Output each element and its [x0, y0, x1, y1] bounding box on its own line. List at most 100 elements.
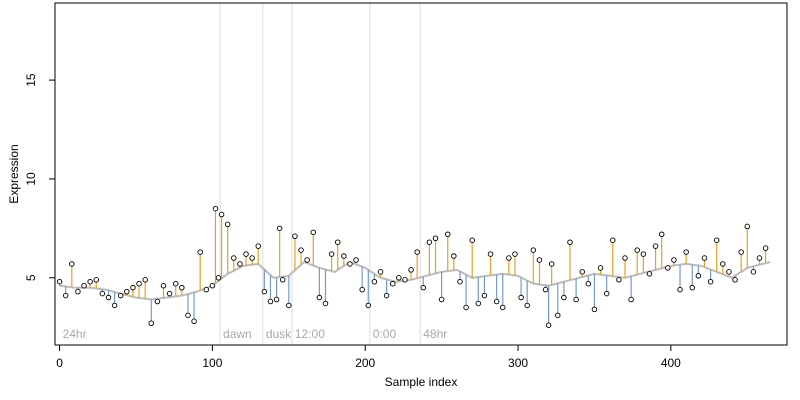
data-point: [154, 298, 161, 305]
data-point: [87, 278, 93, 285]
data-point: [689, 284, 696, 291]
data-point: [579, 269, 585, 275]
residual-stems: [58, 208, 767, 326]
data-point: [469, 237, 475, 243]
data-point: [530, 247, 537, 253]
phase-lines: [219, 3, 421, 345]
data-point: [726, 269, 732, 275]
data-point: [432, 235, 439, 241]
phase-label: dusk: [266, 327, 292, 341]
data-point: [261, 288, 268, 295]
data-point: [136, 280, 142, 287]
data-point: [475, 300, 482, 307]
data-point: [237, 261, 243, 267]
data-point: [616, 277, 622, 283]
data-point: [166, 290, 173, 297]
data-point: [255, 243, 261, 249]
data-point: [249, 255, 255, 261]
data-point: [573, 296, 579, 303]
data-point: [756, 255, 763, 261]
data-point: [365, 302, 372, 309]
data-point: [634, 247, 640, 253]
data-point: [292, 233, 298, 240]
data-point: [371, 278, 378, 285]
data-point: [652, 243, 659, 249]
data-point: [197, 249, 203, 255]
data-point: [111, 302, 118, 309]
data-point: [555, 312, 561, 319]
data-point: [677, 286, 683, 293]
x-tick-label: 200: [355, 356, 375, 370]
data-point: [185, 312, 191, 319]
data-point: [545, 322, 552, 328]
data-point: [298, 247, 304, 253]
data-point: [438, 296, 445, 303]
data-point: [322, 300, 329, 307]
data-point: [160, 282, 167, 289]
data-point: [701, 255, 708, 261]
data-point: [402, 277, 408, 283]
phase-label: 24hr: [63, 327, 87, 341]
data-point: [81, 282, 87, 289]
data-point: [665, 265, 671, 271]
data-point: [117, 292, 124, 299]
plot-frame: [54, 2, 788, 346]
data-point: [658, 231, 665, 238]
data-point: [142, 277, 148, 283]
y-axis: 5 10 15: [24, 73, 56, 281]
data-point: [273, 296, 280, 303]
data-point: [396, 275, 402, 281]
data-point: [500, 304, 506, 311]
data-point: [359, 286, 365, 293]
data-point: [215, 275, 222, 281]
data-point: [646, 271, 653, 277]
data-point: [493, 298, 500, 305]
data-point: [191, 318, 197, 325]
data-point: [591, 306, 598, 313]
data-point: [224, 221, 231, 228]
data-point: [695, 273, 702, 279]
data-point: [75, 288, 81, 295]
data-point: [310, 229, 317, 236]
data-point: [279, 277, 286, 283]
data-point: [762, 245, 769, 251]
y-tick-label: 10: [24, 172, 38, 186]
data-point: [267, 298, 274, 305]
data-point: [713, 237, 720, 243]
data-point: [603, 290, 610, 297]
data-point: [561, 294, 567, 301]
data-point: [622, 255, 628, 261]
data-point: [732, 277, 738, 283]
data-point: [707, 278, 714, 285]
phase-label: 48hr: [423, 327, 447, 341]
data-point: [640, 251, 647, 257]
data-point: [286, 302, 292, 309]
data-point: [243, 251, 249, 257]
phase-label: 0:00: [373, 327, 397, 341]
data-point: [426, 239, 433, 245]
x-tick-label: 300: [508, 356, 528, 370]
data-point: [304, 257, 310, 263]
data-point: [56, 278, 63, 285]
data-point: [203, 286, 210, 293]
x-axis: 0 100 200 300 400: [56, 344, 681, 370]
data-points: [56, 205, 769, 328]
data-point: [597, 265, 604, 271]
data-point: [328, 251, 335, 257]
data-point: [610, 237, 616, 243]
data-point: [276, 225, 283, 232]
data-point: [671, 257, 677, 263]
x-tick-label: 100: [202, 356, 222, 370]
data-point: [408, 267, 414, 273]
data-point: [481, 292, 488, 299]
fit-line: [59, 260, 771, 301]
phase-label: dawn: [223, 327, 252, 341]
phase-labels: 24hr dawn dusk 12:00 0:00 48hr: [63, 327, 448, 341]
data-point: [172, 280, 179, 287]
data-point: [567, 239, 573, 245]
data-point: [512, 251, 518, 257]
data-point: [316, 294, 323, 301]
data-point: [148, 320, 155, 327]
data-point: [738, 249, 744, 255]
